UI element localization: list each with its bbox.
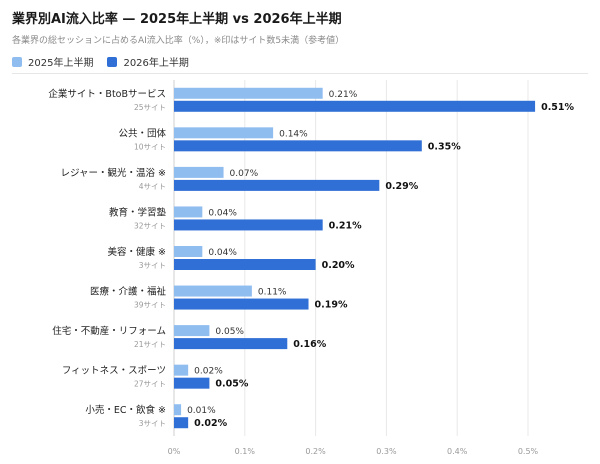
bar-2025 bbox=[174, 246, 203, 257]
data-label: 0.04% bbox=[208, 208, 237, 218]
legend-label-2026: 2026年上半期 bbox=[123, 58, 189, 69]
x-tick-label: 0% bbox=[168, 447, 181, 456]
data-label: 0.29% bbox=[385, 181, 418, 192]
x-tick-label: 0.3% bbox=[376, 447, 397, 456]
bar-2025 bbox=[174, 87, 323, 99]
site-count-label: 21サイト bbox=[134, 340, 166, 349]
data-label: 0.14% bbox=[279, 129, 308, 139]
bar-2025 bbox=[174, 127, 274, 139]
legend-item-2025: 2025年上半期 bbox=[12, 54, 93, 69]
legend-swatch-2025 bbox=[12, 56, 22, 67]
bar-2026 bbox=[174, 298, 309, 310]
data-label: 0.35% bbox=[428, 141, 461, 152]
bar-2026 bbox=[174, 259, 316, 270]
site-count-label: 3サイト bbox=[139, 419, 166, 428]
data-label: 0.11% bbox=[258, 288, 287, 298]
chart-subtitle: 各業界の総セッションに占めるAI流入比率（%），※印はサイト数5未満（参考値） bbox=[12, 36, 345, 46]
site-count-label: 4サイト bbox=[139, 182, 166, 191]
category-label: フィットネス・スポーツ bbox=[62, 366, 166, 377]
legend-swatch-2026 bbox=[107, 56, 118, 67]
data-label: 0.16% bbox=[293, 339, 326, 350]
bar-2026 bbox=[174, 219, 323, 231]
header-divider bbox=[12, 73, 588, 74]
category-label: 美容・健康 ※ bbox=[108, 246, 167, 258]
data-label: 0.07% bbox=[230, 169, 259, 179]
bar-2026 bbox=[174, 100, 536, 112]
bar-2025 bbox=[174, 166, 224, 178]
data-label: 0.51% bbox=[541, 102, 574, 113]
data-label: 0.19% bbox=[315, 300, 348, 311]
category-label: 教育・学習塾 bbox=[109, 206, 167, 218]
data-label: 0.05% bbox=[215, 379, 248, 390]
site-count-label: 25サイト bbox=[134, 103, 166, 112]
bar-2026 bbox=[174, 338, 288, 350]
data-label: 0.02% bbox=[194, 367, 223, 377]
bar-2026 bbox=[174, 417, 189, 429]
bar-2025 bbox=[174, 364, 189, 376]
bar-2025 bbox=[174, 285, 252, 297]
data-label: 0.21% bbox=[329, 220, 362, 231]
category-label: 住宅・不動産・リフォーム bbox=[52, 325, 166, 337]
category-label: 企業サイト・BtoBサービス bbox=[48, 88, 166, 100]
category-label: 医療・介護・福祉 bbox=[90, 286, 167, 298]
x-tick-label: 0.5% bbox=[518, 447, 539, 456]
bar-2026 bbox=[174, 179, 380, 191]
x-tick-label: 0.1% bbox=[235, 447, 256, 456]
legend-item-2026: 2026年上半期 bbox=[107, 54, 189, 69]
data-label: 0.20% bbox=[322, 260, 355, 271]
data-label: 0.02% bbox=[194, 418, 227, 429]
bar-2025 bbox=[174, 206, 203, 218]
site-count-label: 27サイト bbox=[134, 380, 166, 389]
chart-title: 業界別AI流入比率 — 2025年上半期 vs 2026年上半期 bbox=[12, 12, 342, 27]
x-tick-label: 0.4% bbox=[447, 447, 468, 456]
data-label: 0.21% bbox=[329, 90, 358, 100]
bar-2025 bbox=[174, 404, 182, 416]
legend-label-2025: 2025年上半期 bbox=[28, 58, 94, 69]
site-count-label: 39サイト bbox=[134, 301, 166, 310]
site-count-label: 3サイト bbox=[139, 261, 166, 270]
category-label: レジャー・観光・温浴 ※ bbox=[60, 167, 166, 179]
bar-2026 bbox=[174, 377, 210, 389]
x-tick-label: 0.2% bbox=[305, 447, 326, 456]
bar-2025 bbox=[174, 325, 210, 337]
bar-2026 bbox=[174, 140, 422, 152]
data-label: 0.04% bbox=[208, 248, 237, 258]
category-label: 公共・団体 bbox=[118, 127, 166, 139]
site-count-label: 32サイト bbox=[134, 221, 166, 230]
data-label: 0.01% bbox=[187, 406, 216, 416]
site-count-label: 10サイト bbox=[134, 142, 166, 151]
data-label: 0.05% bbox=[215, 327, 244, 337]
category-label: 小売・EC・飲食 ※ bbox=[85, 404, 166, 416]
legend: 2025年上半期 2026年上半期 bbox=[12, 54, 203, 69]
